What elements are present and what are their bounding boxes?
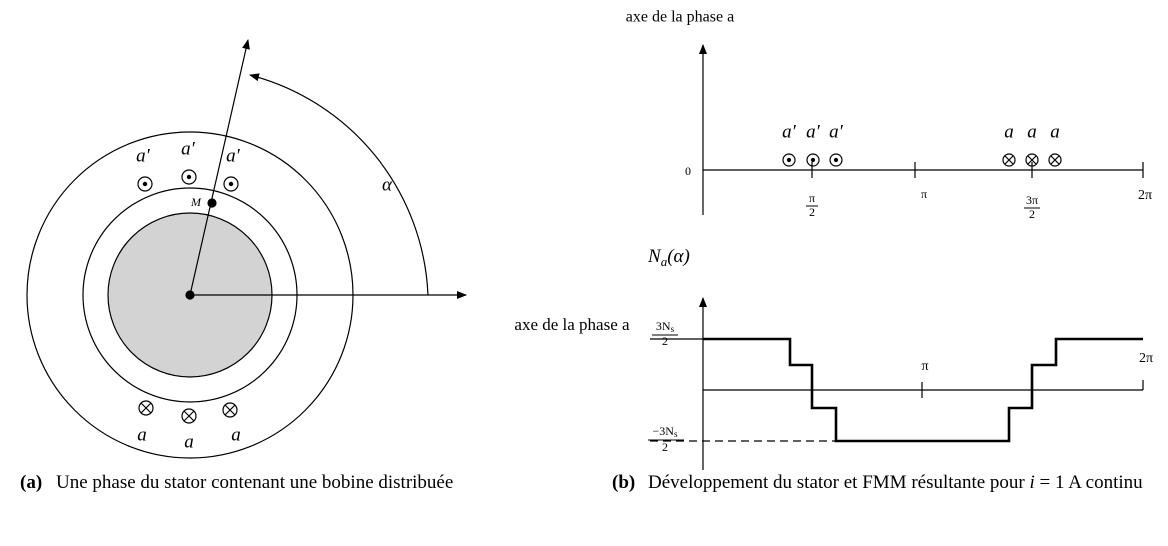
level-num: 3Ns [656, 319, 675, 334]
level-num: −3Ns [653, 424, 678, 439]
conductor-label: a [231, 424, 241, 445]
dot-conductors [137, 169, 239, 192]
panel-b-bottom [650, 297, 1144, 470]
conductor-label: a [184, 431, 194, 452]
level-den: 2 [662, 334, 668, 348]
caption-math: i [1029, 472, 1035, 493]
tick-label-num: π [809, 191, 815, 205]
conductor-label: a [1004, 121, 1014, 142]
num: 3N [656, 319, 671, 333]
panel-b-top [699, 44, 1144, 215]
tick-label: 2π [1139, 351, 1153, 366]
caption-text: Une phase du stator contenant une bobine… [56, 472, 454, 493]
conductor-label: a′ [782, 121, 797, 142]
level-den: 2 [662, 440, 668, 454]
conductor-label: a′ [226, 145, 241, 166]
tick-label: π [921, 187, 927, 201]
conductor-label: a [137, 424, 147, 445]
caption-text: Développement du stator et FMM résultant… [648, 472, 1030, 493]
axis-label: Na(α) [647, 246, 690, 269]
subscript: s [671, 324, 675, 334]
center [185, 290, 195, 300]
ticks [921, 380, 1144, 398]
angle-arc [249, 73, 429, 296]
angle-label: α [382, 174, 393, 195]
cross-conductors [138, 400, 238, 424]
num: −3N [653, 424, 675, 438]
tick-label-den: 2 [1029, 207, 1035, 221]
origin-label: 0 [685, 164, 691, 178]
axis-label: axe de la phase a [626, 9, 734, 26]
conductor-label: a [1050, 121, 1060, 142]
point-label: M [190, 195, 202, 209]
panel-a [26, 39, 467, 459]
subscript: s [674, 429, 678, 439]
point-m [207, 198, 217, 208]
ticks [811, 162, 1144, 178]
symbol: N [647, 246, 662, 267]
conductor-label: a [1027, 121, 1037, 142]
cross-conductors [1002, 153, 1062, 167]
tick-label-num: 3π [1026, 193, 1038, 207]
mmf-waveform [703, 337, 1143, 443]
caption-tag: (b) [612, 472, 636, 493]
caption-text: = 1 A continu [1034, 472, 1143, 493]
radial-line [189, 39, 250, 296]
conductor-label: a′ [181, 138, 196, 159]
conductor-label: a′ [806, 121, 821, 142]
conductor-label: a′ [136, 145, 151, 166]
tick-label-den: 2 [809, 205, 815, 219]
conductor-label: a′ [829, 121, 844, 142]
axis-label: axe de la phase a [514, 315, 630, 334]
dot-conductors [782, 153, 843, 167]
caption-b: (b) Développement du stator et FMM résult… [612, 470, 1168, 496]
argument: (α) [667, 246, 690, 267]
tick-label: π [921, 359, 928, 374]
subscript: a [661, 254, 668, 269]
tick-label: 2π [1138, 188, 1152, 203]
caption-a: (a) Une phase du stator contenant une bob… [20, 470, 576, 496]
caption-tag: (a) [20, 472, 43, 493]
